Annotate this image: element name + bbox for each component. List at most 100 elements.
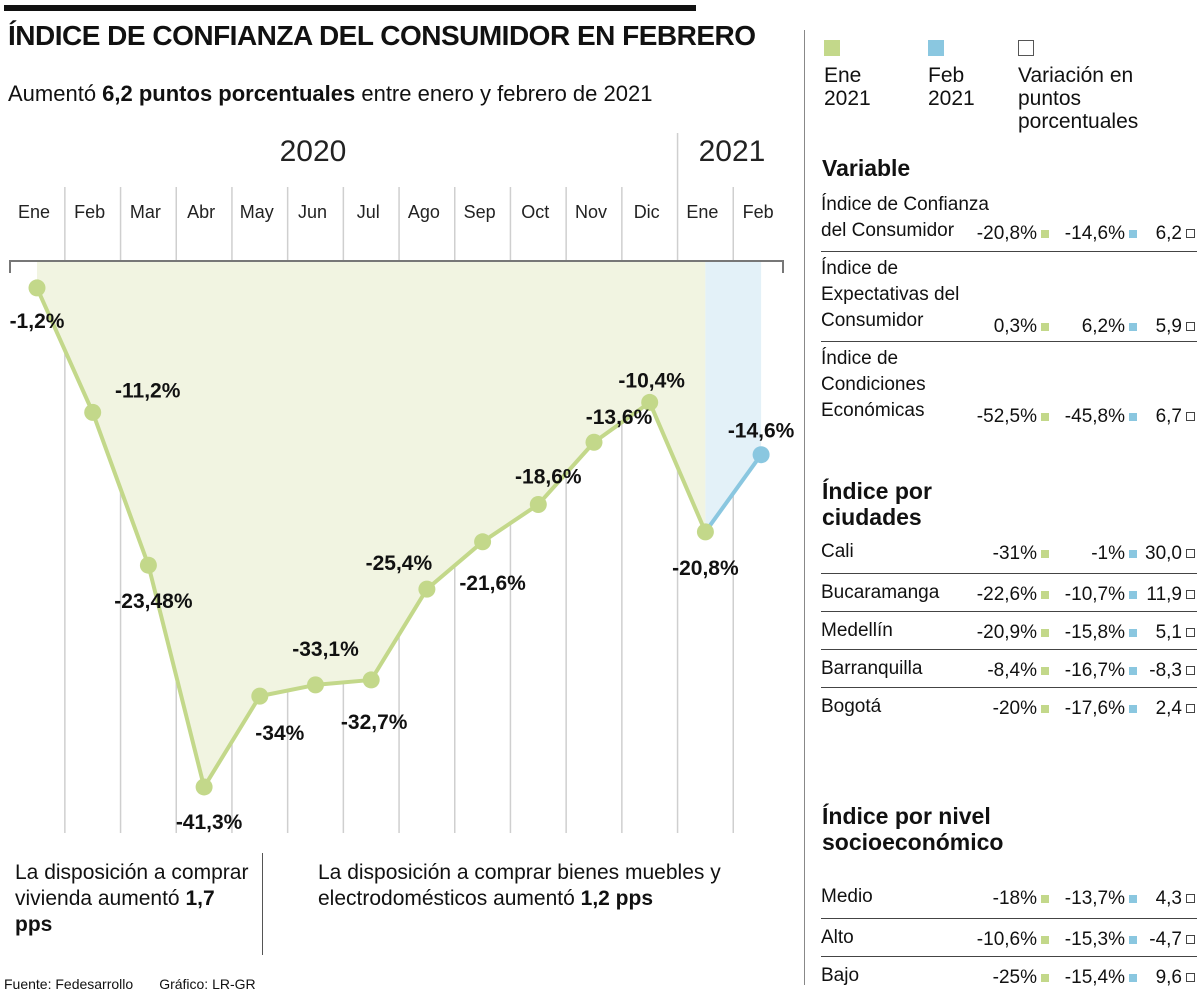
row-value: -31% [993, 539, 1049, 569]
marker-square [1129, 590, 1137, 599]
marker-square [1129, 894, 1137, 903]
year-label-2021: 2021 [699, 135, 766, 168]
footer: Fuente: Fedesarrollo Gráfico: LR-GR [4, 976, 282, 992]
marker-square [1186, 935, 1195, 945]
section-variable: Variable [822, 155, 911, 181]
month-label: Abr [187, 202, 215, 222]
data-point [696, 523, 714, 541]
top-rule [4, 5, 696, 11]
legend-swatch-green [824, 40, 840, 56]
row-value: -20,8% [977, 221, 1049, 247]
table-row: Bajo -25% -15,4% 9,6 [821, 956, 1197, 995]
row-value: -4,7 [1149, 925, 1195, 955]
marker-square [1186, 704, 1195, 714]
section-cities: Índice por ciudades [822, 478, 932, 530]
value-label: -13,6% [586, 406, 653, 429]
month-label: Feb [74, 202, 105, 222]
month-label: Ene [686, 202, 718, 222]
data-point [362, 671, 380, 689]
legend-swatch-blue [928, 40, 944, 56]
row-label: Bajo [821, 965, 860, 986]
area-2021 [705, 261, 762, 532]
row-value: 4,3 [1156, 884, 1195, 914]
value-label: -25,4% [366, 552, 433, 575]
marker-square [1186, 973, 1195, 983]
data-point [752, 446, 770, 464]
row-value: 6,7 [1156, 404, 1195, 430]
row-value: -8,3 [1149, 656, 1195, 686]
row-value: 5,9 [1156, 314, 1195, 340]
value-label: -33,1% [292, 638, 359, 661]
row-value: 5,1 [1156, 618, 1195, 648]
marker-square [1041, 894, 1049, 903]
value-label: -20,8% [672, 557, 739, 580]
month-label: Dic [634, 202, 660, 222]
row-value: -14,6% [1065, 221, 1137, 247]
year-label-2020: 2020 [280, 135, 347, 168]
marker-square [1186, 666, 1195, 676]
month-label: Sep [464, 202, 496, 222]
month-label: Mar [130, 202, 161, 222]
month-label: Ago [408, 202, 440, 222]
month-label: Oct [521, 202, 549, 222]
data-point [307, 676, 324, 694]
marker-square [1041, 973, 1049, 982]
row-value: 6,2% [1082, 314, 1137, 340]
legend-swatch-white [1018, 40, 1034, 56]
marker-square [1129, 628, 1137, 637]
marker-square [1129, 973, 1137, 982]
table-row: Índice de Condiciones Económicas -52,5% -4… [821, 341, 1197, 432]
row-value: 2,4 [1156, 694, 1195, 724]
row-value: -16,7% [1065, 656, 1137, 686]
notes-divider [262, 853, 263, 955]
marker-square [1041, 229, 1049, 238]
month-label: Ene [18, 202, 50, 222]
row-value: 6,2 [1156, 221, 1195, 247]
row-value: -8,4% [987, 656, 1049, 686]
row-label: Bucaramanga [821, 582, 940, 603]
marker-square [1041, 322, 1049, 331]
marker-square [1186, 894, 1195, 904]
marker-square [1129, 412, 1137, 421]
value-label: -14,6% [728, 420, 795, 443]
note-housing: La disposición a comprar vivienda aument… [15, 861, 249, 936]
row-value: -25% [993, 963, 1049, 993]
marker-square [1041, 935, 1049, 944]
row-value: -15,3% [1065, 925, 1137, 955]
page-title: ÍNDICE DE CONFIANZA DEL CONSUMIDOR EN FE… [8, 20, 756, 51]
marker-square [1129, 549, 1137, 558]
legend-feb: Feb 2021 [928, 40, 998, 110]
month-label: Feb [743, 202, 774, 222]
row-value: -52,5% [977, 404, 1049, 430]
month-label: Jul [357, 202, 380, 222]
marker-square [1186, 549, 1195, 559]
footer-source: Fuente: Fedesarrollo [4, 976, 134, 992]
value-label: -1,2% [10, 310, 65, 333]
row-value: 11,9 [1146, 580, 1195, 610]
footer-graphic: Gráfico: LR-GR [159, 976, 256, 992]
data-point [418, 580, 436, 598]
data-point [28, 279, 46, 297]
row-label: Índice de Confianza del Consumidor [821, 194, 989, 241]
marker-square [1129, 666, 1137, 675]
value-label: -41,3% [176, 811, 243, 834]
row-value: -1% [1091, 539, 1137, 569]
table-row: Índice de Expectativas del Consumidor 0,3… [821, 251, 1197, 342]
marker-square [1041, 666, 1049, 675]
row-label: Cali [821, 541, 854, 562]
data-point [474, 533, 492, 551]
table-row: Medio -18% -13,7% 4,3 [821, 880, 1197, 918]
marker-square [1041, 549, 1049, 558]
marker-square [1129, 935, 1137, 944]
row-value: -20,9% [977, 618, 1049, 648]
row-value: 30,0 [1145, 539, 1195, 569]
row-label: Alto [821, 927, 854, 948]
value-label: -32,7% [341, 711, 408, 734]
marker-square [1041, 704, 1049, 713]
row-value: -18% [993, 884, 1049, 914]
value-label: -23,48% [114, 590, 193, 613]
marker-square [1129, 322, 1137, 331]
month-label: May [240, 202, 274, 222]
row-label: Índice de Expectativas del Consumidor [821, 258, 960, 331]
data-point [641, 393, 659, 411]
